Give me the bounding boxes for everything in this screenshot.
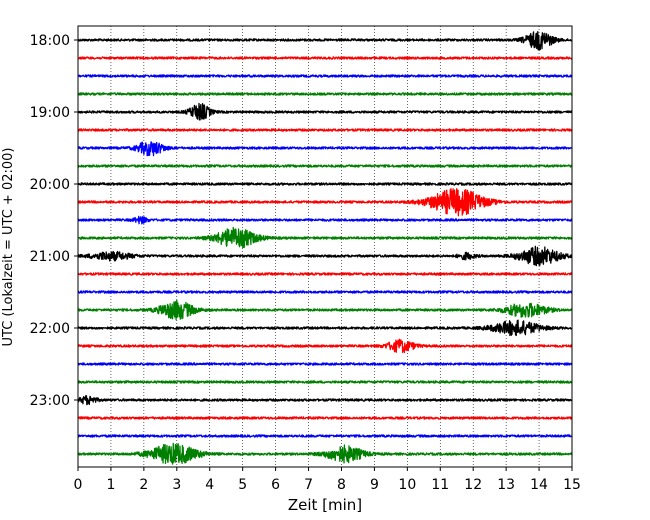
x-tick-label-10: 10	[398, 477, 416, 493]
trace-2045	[78, 226, 572, 249]
x-tick-label-0: 0	[74, 477, 83, 493]
trace-2245	[78, 380, 572, 384]
trace-1845	[78, 92, 572, 96]
x-tick-label-15: 15	[563, 477, 581, 493]
trace-2130	[78, 290, 572, 294]
y-tick-label-20:00: 20:00	[30, 177, 70, 193]
trace-2345	[78, 442, 572, 465]
y-tick-label-18:00: 18:00	[30, 33, 70, 49]
trace-1830	[78, 74, 572, 78]
trace-1930	[78, 141, 572, 157]
trace-2145	[78, 299, 572, 321]
trace-2300	[78, 395, 572, 406]
y-tick-label-19:00: 19:00	[30, 105, 70, 121]
x-axis-ticks: 0 1 2 3 4 5 6 7 8 9 10 11 12 13 14 15	[74, 467, 581, 493]
trace-2315	[78, 416, 572, 420]
y-axis-ticks: 18:00 19:00 20:00 21:00 22:00 23:00	[30, 33, 78, 409]
x-tick-label-8: 8	[337, 477, 346, 493]
trace-2200	[78, 319, 572, 337]
x-tick-label-6: 6	[271, 477, 280, 493]
trace-1945	[78, 164, 572, 168]
trace-1915	[78, 128, 572, 132]
x-tick-label-14: 14	[530, 477, 548, 493]
plot-frame	[77, 25, 573, 468]
trace-1815	[78, 56, 572, 60]
trace-2030	[78, 215, 572, 225]
x-tick-label-2: 2	[139, 477, 148, 493]
x-tick-label-7: 7	[304, 477, 313, 493]
x-tick-label-4: 4	[205, 477, 214, 493]
trace-1800	[78, 31, 572, 51]
x-tick-label-3: 3	[172, 477, 181, 493]
trace-2215	[78, 338, 572, 354]
x-tick-label-11: 11	[431, 477, 449, 493]
trace-2015	[78, 188, 572, 217]
y-axis-label: UTC (Lokalzeit = UTC + 02:00)	[1, 148, 16, 347]
x-tick-label-13: 13	[497, 477, 515, 493]
trace-2000	[78, 182, 572, 186]
x-axis-label: Zeit [min]	[288, 496, 362, 514]
x-tick-label-12: 12	[464, 477, 482, 493]
trace-2330	[78, 434, 572, 438]
x-tick-label-9: 9	[370, 477, 379, 493]
trace-1900	[78, 102, 572, 121]
y-tick-label-21:00: 21:00	[30, 249, 70, 265]
trace-2230	[78, 362, 572, 366]
trace-2100	[78, 245, 572, 267]
x-tick-label-5: 5	[238, 477, 247, 493]
y-tick-label-22:00: 22:00	[30, 321, 70, 337]
trace-2115	[78, 272, 572, 276]
seismogram-traces	[78, 31, 572, 465]
x-tick-label-1: 1	[106, 477, 115, 493]
y-tick-label-23:00: 23:00	[30, 393, 70, 409]
